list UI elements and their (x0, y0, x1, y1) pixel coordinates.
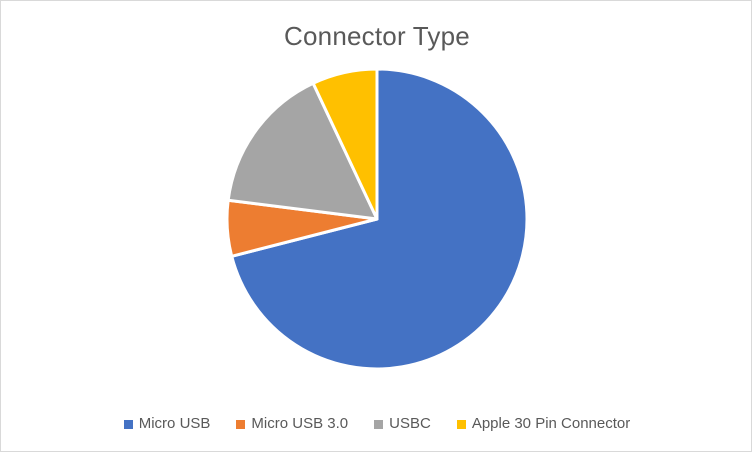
legend-item-label: Micro USB 3.0 (251, 415, 349, 432)
legend-item-label: USBC (389, 415, 431, 432)
legend-swatch-icon (236, 419, 246, 429)
legend-item[interactable]: Micro USB 3.0 (236, 415, 348, 433)
pie-plot-area (1, 59, 751, 389)
legend-swatch-icon (123, 419, 133, 429)
legend-swatch-icon (456, 419, 466, 429)
legend-item-label: Micro USB (138, 415, 211, 432)
pie-chart-svg (225, 67, 529, 371)
pie-slice[interactable] (311, 67, 379, 221)
legend-item[interactable]: USBC (374, 415, 431, 433)
pie-slice[interactable] (230, 67, 529, 371)
chart-legend: Micro USB Micro USB 3.0 USBC Apple 30 Pin C… (1, 415, 751, 433)
pie-slice-group (225, 67, 529, 371)
legend-item[interactable]: Apple 30 Pin Connector (456, 415, 631, 433)
legend-swatch-icon (374, 419, 384, 429)
pie-slice[interactable] (226, 81, 379, 221)
chart-title: Connector Type (284, 21, 470, 51)
legend-item[interactable]: Micro USB (123, 415, 211, 433)
legend-item-label: Apple 30 Pin Connector (471, 415, 631, 432)
